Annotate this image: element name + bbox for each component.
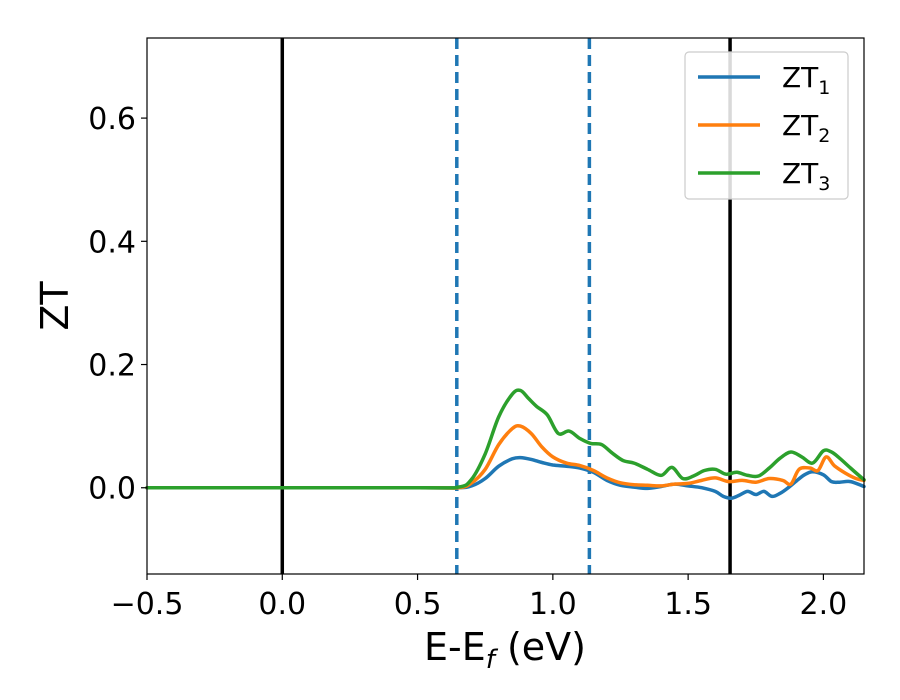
legend-label-zt2: ZT2 [782,109,830,147]
y-tick-label: 0.6 [88,102,136,137]
x-tick-label: 1.0 [529,587,577,622]
y-tick-label: 0.4 [88,225,136,260]
y-tick-label: 0.2 [88,349,136,384]
series-line-zt2 [145,423,866,490]
x-axis-ticks: −0.5 0.0 0.5 1.0 1.5 2.0 [111,574,848,622]
x-tick-label: 2.0 [800,587,848,622]
plot-frame [146,37,865,575]
series-lines [145,388,866,500]
x-tick-label: 0.5 [394,587,442,622]
x-axis-label: E-Ef (eV) [424,625,586,675]
x-tick-label: 0.0 [258,587,306,622]
y-axis-label: ZT [33,281,77,331]
legend-label-zt1: ZT1 [782,61,830,99]
series-line-zt3 [145,388,866,490]
y-axis-ticks: 0.0 0.2 0.4 0.6 [88,102,147,507]
x-tick-label: −0.5 [111,587,184,622]
legend-frame [684,51,849,200]
x-tick-label: 1.5 [664,587,712,622]
y-tick-label: 0.0 [88,472,136,507]
legend-label-zt3: ZT3 [782,157,830,195]
legend: ZT1 ZT2 ZT3 [684,51,849,200]
